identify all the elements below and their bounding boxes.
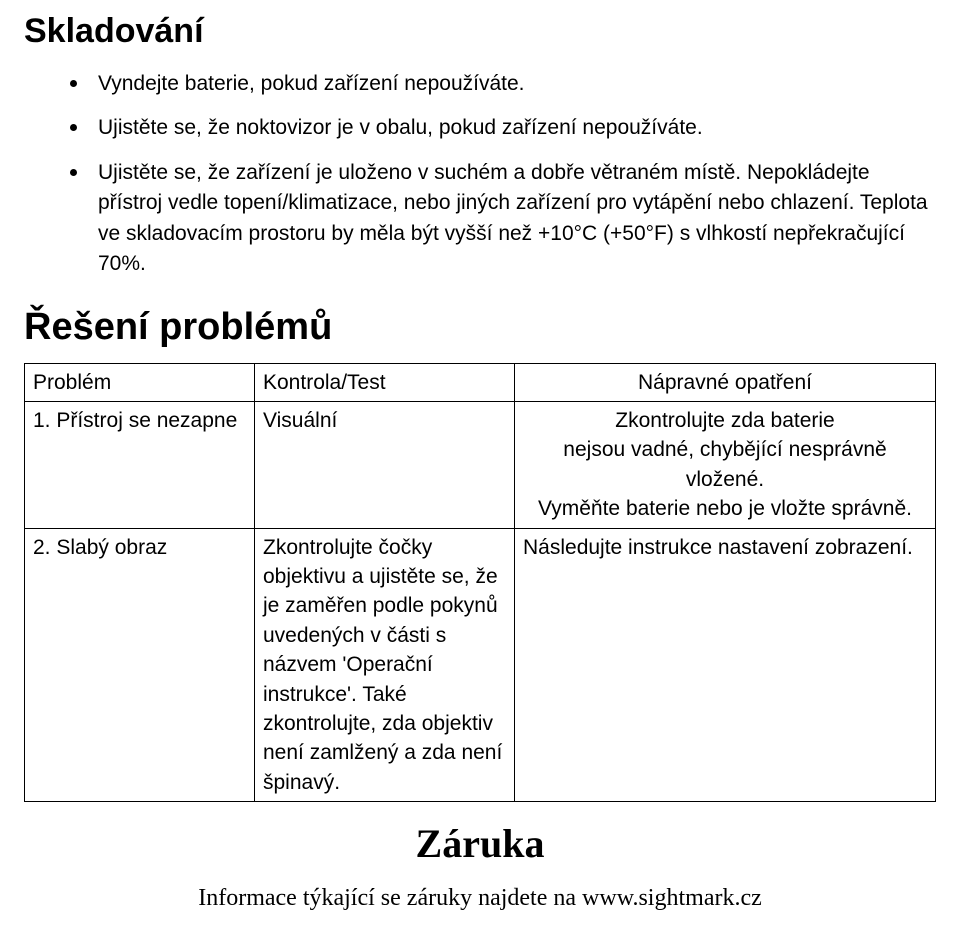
- list-item: Ujistěte se, že noktovizor je v obalu, p…: [70, 113, 936, 143]
- cell-remedy: Zkontrolujte zda baterie nejsou vadné, c…: [515, 402, 936, 529]
- warranty-line: Informace týkající se záruky najdete na …: [24, 885, 936, 912]
- cell-control: Zkontrolujte čočky objektivu a ujistěte …: [255, 528, 515, 802]
- warranty-heading: Záruka: [24, 820, 936, 867]
- table-header-row: Problém Kontrola/Test Nápravné opatření: [25, 363, 936, 401]
- troubleshooting-table: Problém Kontrola/Test Nápravné opatření …: [24, 363, 936, 802]
- cell-problem: 2. Slabý obraz: [25, 528, 255, 802]
- col-remedy-header: Nápravné opatření: [515, 363, 936, 401]
- list-item: Ujistěte se, že zařízení je uloženo v su…: [70, 158, 936, 280]
- table-row: 1. Přístroj se nezapne Visuální Zkontrol…: [25, 402, 936, 529]
- list-item: Vyndejte baterie, pokud zařízení nepouží…: [70, 69, 936, 99]
- col-problem-header: Problém: [25, 363, 255, 401]
- cell-problem: 1. Přístroj se nezapne: [25, 402, 255, 529]
- table-row: 2. Slabý obraz Zkontrolujte čočky objekt…: [25, 528, 936, 802]
- troubleshooting-heading: Řešení problémů: [24, 306, 936, 349]
- storage-bullet-list: Vyndejte baterie, pokud zařízení nepouží…: [70, 69, 936, 280]
- storage-heading: Skladování: [24, 12, 936, 51]
- cell-control: Visuální: [255, 402, 515, 529]
- col-control-header: Kontrola/Test: [255, 363, 515, 401]
- cell-remedy: Následujte instrukce nastavení zobrazení…: [515, 528, 936, 802]
